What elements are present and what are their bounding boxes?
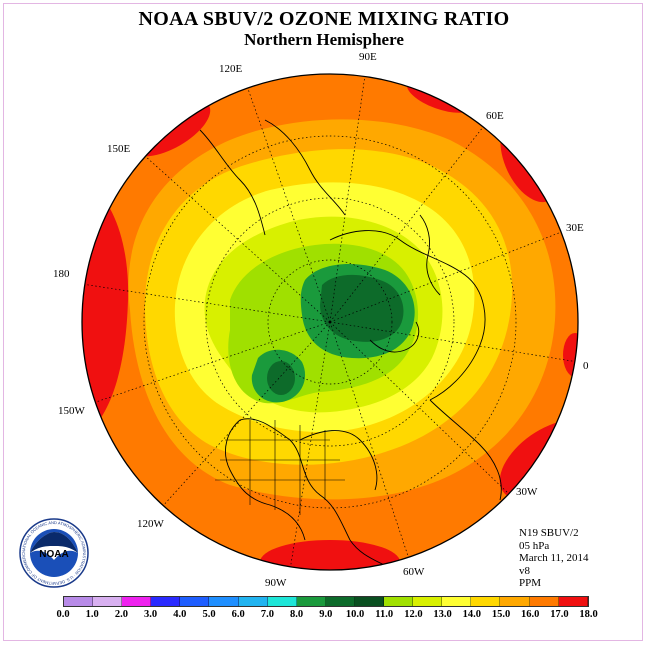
core-8-canada [267, 361, 295, 395]
info-date: March 11, 2014 [519, 552, 589, 564]
lon-label-90w: 90W [265, 577, 287, 589]
colorbar-swatch [325, 597, 355, 606]
colorbar-swatch [471, 597, 501, 606]
colorbar-ticks: 0.0 1.0 2.0 3.0 4.0 5.0 6.0 7.0 8.0 9.0 10.0 11.0 12… [0, 609, 648, 623]
lat-circle-30 [205, 197, 455, 447]
colorbar-swatch [64, 597, 94, 606]
colorbar-tick-label: 0.0 [56, 609, 70, 620]
colorbar-swatch [354, 597, 385, 606]
colorbar-tick-label: 6.0 [231, 609, 245, 620]
colorbar-swatch [384, 597, 414, 606]
lon-label-120w: 120W [137, 518, 164, 530]
map-subtitle: Northern Hemisphere [244, 30, 404, 49]
meridian-120e [246, 85, 331, 323]
colorbar-tick-label: 12.0 [404, 609, 423, 620]
meridian-150w [92, 321, 331, 404]
lon-label-180: 180 [53, 268, 70, 280]
info-units: PPM [519, 577, 542, 589]
coast-eurasia [329, 230, 486, 401]
coastlines [199, 119, 502, 569]
map-title: NOAA SBUV/2 OZONE MIXING RATIO [138, 8, 510, 30]
meridian-90e [329, 74, 367, 323]
lon-label-90e: 90E [359, 51, 377, 63]
coast-north-america-west [225, 419, 306, 541]
figure-frame [3, 3, 643, 641]
meridian-30w [329, 321, 510, 495]
noaa-logo-text: NOAA [39, 549, 68, 560]
colorbar-swatch [529, 597, 559, 606]
colorbar [63, 596, 589, 607]
colorbar-tick-label: 4.0 [173, 609, 187, 620]
patch-16-e [563, 333, 578, 377]
colorbar-swatch [267, 597, 297, 606]
lon-label-30w: 30W [516, 486, 538, 498]
colorbar-tick-label: 17.0 [550, 609, 569, 620]
colorbar-swatch [558, 597, 588, 606]
coast-europe [429, 399, 502, 501]
hemisphere-boundary [81, 73, 579, 571]
colorbar-swatch [93, 597, 123, 606]
colorbar-swatch [500, 597, 530, 606]
info-pressure: 05 hPa [519, 539, 550, 552]
colorbar-tick-label: 10.0 [345, 609, 365, 620]
noaa-logo: NOAA NATIONAL OCEANIC AND ATMOSPHERIC AD… [19, 518, 89, 588]
info-block: N19 SBUV/2 05 hPa March 11, 2014 v8 PPM [519, 527, 589, 590]
colorbar-swatch [413, 597, 443, 606]
coast-alaska [199, 129, 266, 236]
meridian-120w [160, 321, 331, 509]
colorbar-tick-label: 11.0 [375, 609, 394, 620]
meridian-180 [82, 283, 331, 323]
lon-label-0: 0 [583, 360, 589, 372]
lon-label-150e: 150E [107, 143, 131, 155]
lon-label-60w: 60W [403, 566, 425, 578]
coast-greenland [369, 321, 420, 353]
colorbar-tick-label: 13.0 [433, 609, 452, 620]
lat-circle-60 [267, 259, 393, 385]
colorbar-swatch [122, 597, 152, 606]
colorbar-tick-label: 16.0 [521, 609, 540, 620]
colorbar-tick-label: 2.0 [114, 609, 128, 620]
meridian-150e [144, 155, 331, 323]
lat-circle-0 [143, 135, 517, 509]
meridian-90w [289, 321, 331, 570]
meridian-30e [329, 228, 570, 323]
us-state-grid [215, 420, 345, 515]
patch-16-s [260, 540, 400, 570]
coast-scandinavia [419, 214, 441, 296]
colorbar-tick-label: 5.0 [202, 609, 216, 620]
coast-hudson [299, 430, 378, 491]
coast-siberia-east [264, 119, 346, 216]
colorbar-swatch [238, 597, 268, 606]
colorbar-tick-label: 8.0 [290, 609, 304, 620]
colorbar-swatch [209, 597, 239, 606]
lon-label-60e: 60E [486, 110, 504, 122]
colorbar-tick-label: 1.0 [85, 609, 99, 620]
colorbar-tick-label: 3.0 [144, 609, 158, 620]
info-version: v8 [519, 564, 530, 577]
colorbar-tick-label: 7.0 [260, 609, 274, 620]
meridian-0 [329, 321, 578, 363]
lon-label-150w: 150W [58, 405, 85, 417]
core-8-arctic [320, 274, 404, 342]
colorbar-tick-label: 15.0 [491, 609, 511, 620]
colorbar-swatch [151, 597, 181, 606]
colorbar-swatch [296, 597, 326, 606]
colorbar-swatch [180, 597, 210, 606]
colorbar-tick-label: 18.0 [579, 609, 598, 620]
colorbar-tick-label: 14.0 [462, 609, 481, 620]
info-instrument: N19 SBUV/2 [519, 527, 579, 539]
ozone-field [82, 74, 578, 570]
lon-label-120e: 120E [219, 63, 243, 75]
colorbar-swatch [442, 597, 472, 606]
lon-label-30e: 30E [566, 222, 584, 234]
colorbar-tick-label: 9.0 [319, 609, 333, 620]
graticule [82, 74, 578, 570]
